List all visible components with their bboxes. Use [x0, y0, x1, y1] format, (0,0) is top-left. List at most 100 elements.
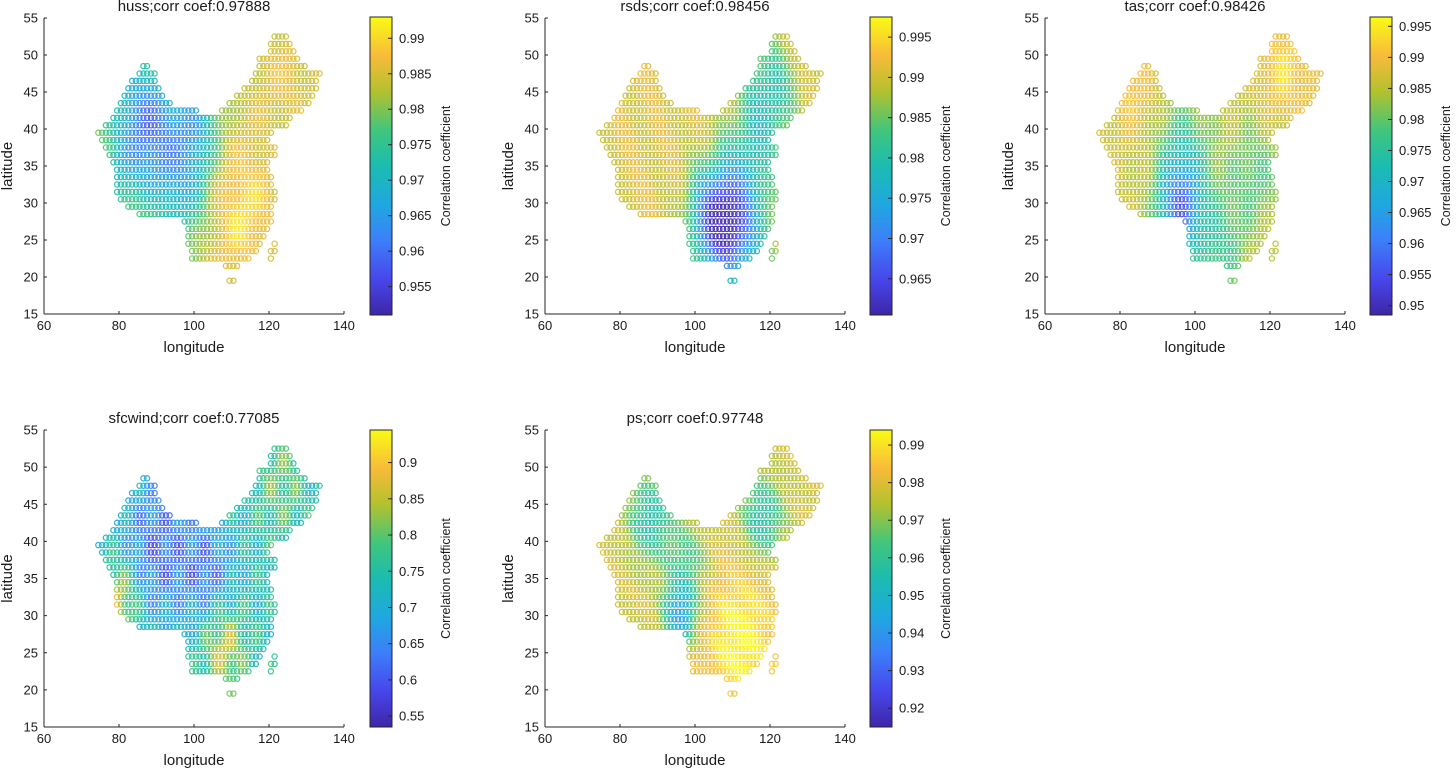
data-point: [611, 549, 618, 556]
data-point: [1249, 129, 1257, 136]
data-point: [712, 556, 719, 564]
data-point: [1171, 196, 1178, 203]
data-point: [671, 181, 678, 188]
data-point: [701, 668, 708, 675]
data-point: [218, 136, 226, 144]
data-point: [704, 564, 712, 571]
data-point: [143, 196, 151, 203]
data-point: [196, 549, 203, 556]
data-point: [738, 608, 746, 616]
data-point: [1159, 129, 1167, 136]
data-point: [611, 571, 618, 579]
data-point: [260, 114, 267, 122]
data-point: [689, 564, 697, 571]
data-point: [783, 85, 791, 92]
data-point: [1144, 107, 1152, 114]
data-point: [776, 77, 783, 85]
data-point: [132, 608, 140, 616]
data-point: [783, 92, 791, 99]
data-point: [802, 512, 809, 519]
data-point: [185, 166, 192, 173]
data-point: [682, 210, 689, 218]
data-point: [177, 129, 185, 136]
data-point: [682, 114, 689, 122]
data-point: [716, 571, 723, 579]
data-point: [237, 159, 245, 166]
x-tick-label: 80: [1113, 318, 1127, 333]
data-point: [1246, 114, 1253, 122]
data-point: [659, 519, 667, 527]
data-point: [764, 504, 772, 512]
data-point: [629, 578, 637, 586]
data-point: [196, 151, 203, 159]
data-point: [271, 445, 278, 452]
data-point: [128, 122, 136, 129]
data-point: [121, 159, 128, 166]
data-point: [1189, 159, 1197, 166]
data-point: [1152, 107, 1159, 114]
data-point: [629, 616, 637, 623]
data-point: [136, 77, 143, 85]
data-point: [738, 210, 746, 218]
data-point: [671, 114, 678, 122]
data-point: [106, 549, 113, 556]
data-point: [693, 255, 701, 262]
data-point: [712, 660, 719, 668]
data-point: [802, 85, 809, 92]
data-point: [140, 571, 147, 579]
data-point: [622, 122, 629, 129]
data-point: [237, 166, 245, 173]
data-point: [245, 512, 252, 519]
data-point: [177, 107, 185, 114]
data-point: [1272, 62, 1279, 70]
data-point: [731, 99, 738, 107]
data-point: [252, 151, 260, 159]
data-point: [1201, 247, 1208, 255]
data-point: [117, 601, 125, 608]
data-point: [237, 668, 245, 675]
data-point: [708, 645, 716, 653]
data-point: [787, 70, 794, 77]
data-point: [1163, 107, 1171, 114]
data-point: [1122, 151, 1129, 159]
data-point: [128, 564, 136, 571]
data-point: [170, 196, 177, 203]
data-point: [297, 107, 305, 114]
data-point: [158, 107, 166, 114]
data-point: [708, 638, 716, 645]
data-point: [1279, 99, 1287, 107]
data-point: [637, 85, 644, 92]
data-point: [263, 578, 271, 586]
data-point: [252, 564, 260, 571]
data-point: [697, 630, 704, 638]
data-point: [697, 240, 704, 247]
data-point: [689, 151, 697, 159]
data-point: [177, 144, 185, 151]
data-point: [241, 233, 248, 240]
data-point: [252, 99, 260, 107]
data-point: [764, 70, 772, 77]
data-point: [768, 526, 776, 534]
data-point: [1141, 77, 1148, 85]
data-point: [263, 564, 271, 571]
data-point: [753, 85, 761, 92]
data-point: [1261, 129, 1268, 136]
data-point: [1231, 247, 1238, 255]
data-point: [222, 645, 230, 653]
data-point: [106, 556, 113, 564]
data-point: [1276, 114, 1283, 122]
data-point: [241, 122, 248, 129]
data-point: [128, 541, 136, 549]
data-point: [256, 144, 263, 151]
data-point: [140, 114, 147, 122]
data-point: [1182, 136, 1189, 144]
data-point: [1287, 114, 1294, 122]
data-point: [203, 159, 211, 166]
data-point: [218, 188, 226, 196]
data-point: [248, 144, 256, 151]
data-point: [196, 122, 203, 129]
data-point: [704, 571, 712, 579]
data-point: [147, 114, 155, 122]
data-point: [136, 489, 143, 497]
data-point: [611, 564, 618, 571]
